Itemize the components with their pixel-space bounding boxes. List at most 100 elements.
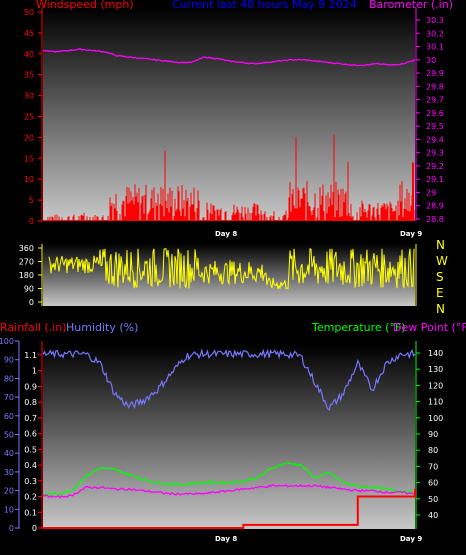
wind-baro-plot-area (43, 8, 415, 221)
windspeed-label: Windspeed (mph) (36, 0, 134, 11)
temperature-tick-label: 90 (428, 430, 438, 439)
humidity-tick-label: 100 (0, 337, 14, 346)
barometer-tick-label: 28.9 (426, 202, 444, 211)
barometer-tick-label: 29.8 (426, 82, 444, 91)
direction-tick-label: 180 (19, 271, 34, 280)
direction-tick-label: 90 (24, 285, 34, 294)
wind-baro-panel: Windspeed (mph) Current last 48 hours Ma… (24, 0, 453, 238)
temperature-label: Temperature (°F) (311, 321, 406, 334)
direction-tick-label: 0 (29, 298, 34, 307)
compass-label: E (436, 286, 444, 300)
temperature-tick-label: 110 (428, 398, 443, 407)
humidity-axis: 0 10 20 30 40 50 60 70 80 90 100 (0, 337, 20, 533)
windspeed-tick-label: 50 (24, 8, 34, 17)
temperature-axis: 40 50 60 70 80 90 100 110 120 130 140 (415, 341, 443, 529)
rainfall-tick-label: 0.9 (24, 382, 37, 391)
humidity-temp-plot-area (43, 345, 415, 529)
barometer-series (42, 48, 416, 67)
humidity-tick-label: 40 (4, 449, 14, 458)
rainfall-tick-label: 0.1 (24, 508, 37, 517)
wind-direction-trace (48, 248, 415, 291)
windspeed-tick-label: 0 (29, 217, 34, 226)
humidity-tick-label: 30 (4, 468, 14, 477)
direction-tick-label: 360 (19, 244, 34, 253)
temperature-tick-label: 100 (428, 414, 443, 423)
rainfall-tick-label: 0 (32, 524, 37, 533)
humidity-tick-label: 20 (4, 487, 14, 496)
windspeed-tick-label: 15 (24, 154, 34, 163)
barometer-tick-label: 30 (426, 56, 436, 65)
barometer-tick-label: 29.7 (426, 96, 444, 105)
windspeed-tick-label: 25 (24, 113, 34, 122)
humidity-tick-label: 50 (4, 431, 14, 440)
windspeed-tick-label: 45 (24, 29, 34, 38)
day9-tick-1: Day 9 (400, 230, 422, 238)
barometer-tick-label: 29.1 (426, 175, 444, 184)
humidity-tick-label: 60 (4, 412, 14, 421)
barometer-tick-label: 30.2 (426, 29, 444, 38)
rainfall-tick-label: 1.1 (24, 351, 37, 360)
day8-tick-1: Day 8 (215, 230, 237, 238)
day8-tick-3: Day 8 (215, 535, 237, 543)
compass-label: N (436, 238, 445, 252)
barometer-tick-label: 29.5 (426, 122, 444, 131)
rainfall-tick-label: 0.5 (24, 445, 37, 454)
humidity-tick-label: 10 (4, 505, 14, 514)
compass-label: N (436, 302, 445, 316)
barometer-tick-label: 29.9 (426, 69, 444, 78)
temperature-tick-label: 70 (428, 462, 438, 471)
rainfall-axis: 0 0.1 0.2 0.3 0.4 0.5 0.6 0.7 0.8 0.9 1 1.1 (24, 341, 43, 533)
windspeed-tick-label: 35 (24, 71, 34, 80)
barometer-label: Barometer (.in) (369, 0, 453, 11)
windspeed-tick-label: 20 (24, 133, 34, 142)
windspeed-tick-label: 10 (24, 175, 34, 184)
temperature-tick-label: 120 (428, 381, 443, 390)
windspeed-tick-label: 5 (29, 196, 34, 205)
windspeed-bars (47, 134, 415, 221)
temperature-tick-label: 50 (428, 495, 438, 504)
rainfall-tick-label: 0.4 (24, 461, 37, 470)
barometer-tick-label: 29.2 (426, 162, 444, 171)
wind-direction-series (48, 248, 415, 291)
humidity-temp-panel: Rainfall (.in) Humidity (%) Temperature … (0, 321, 466, 543)
chart-title: Current last 48 hours May 9 2024 (172, 0, 357, 11)
rainfall-series (43, 488, 416, 529)
barometer-tick-label: 28.8 (426, 215, 444, 224)
direction-axis: 0 90 180 270 360 (19, 244, 417, 307)
temperature-series (42, 461, 416, 496)
rainfall-tick-label: 0.6 (24, 430, 37, 439)
humidity-tick-label: 0 (9, 524, 14, 533)
temperature-tick-label: 80 (428, 446, 438, 455)
dewpoint-series (42, 484, 416, 499)
temperature-tick-label: 60 (428, 479, 438, 488)
humidity-label: Humidity (%) (66, 321, 138, 334)
dewpoint-label: Dew Point (°F) (393, 321, 466, 334)
barometer-tick-label: 30.3 (426, 16, 444, 25)
compass-label: S (436, 270, 444, 284)
barometer-tick-label: 29.3 (426, 149, 444, 158)
humidity-tick-label: 70 (4, 393, 14, 402)
day9-tick-3: Day 9 (400, 535, 422, 543)
temperature-tick-label: 40 (428, 511, 438, 520)
rainfall-tick-label: 0.7 (24, 414, 37, 423)
humidity-tick-label: 80 (4, 374, 14, 383)
humidity-series (42, 348, 416, 411)
compass-label: W (436, 254, 448, 268)
rainfall-label: Rainfall (.in) (0, 321, 67, 334)
temperature-tick-label: 140 (428, 349, 443, 358)
rainfall-tick-label: 0.3 (24, 477, 37, 486)
rainfall-tick-label: 1 (32, 367, 37, 376)
rainfall-tick-label: 0.2 (24, 493, 37, 502)
windspeed-tick-label: 30 (24, 92, 34, 101)
windspeed-tick-label: 40 (24, 50, 34, 59)
temperature-tick-label: 130 (428, 365, 443, 374)
humidity-tick-label: 90 (4, 356, 14, 365)
humidity-temp-lines (42, 348, 416, 529)
barometer-tick-label: 30.1 (426, 43, 444, 52)
barometer-tick-label: 29 (426, 188, 436, 197)
barometer-axis: 28.8 28.9 29 29.1 29.2 29.3 29.4 29.5 29.6 29.7 29… (415, 8, 444, 224)
windspeed-axis: 0 5 10 15 20 25 30 35 40 45 50 (24, 8, 43, 226)
rainfall-tick-label: 0.8 (24, 398, 37, 407)
